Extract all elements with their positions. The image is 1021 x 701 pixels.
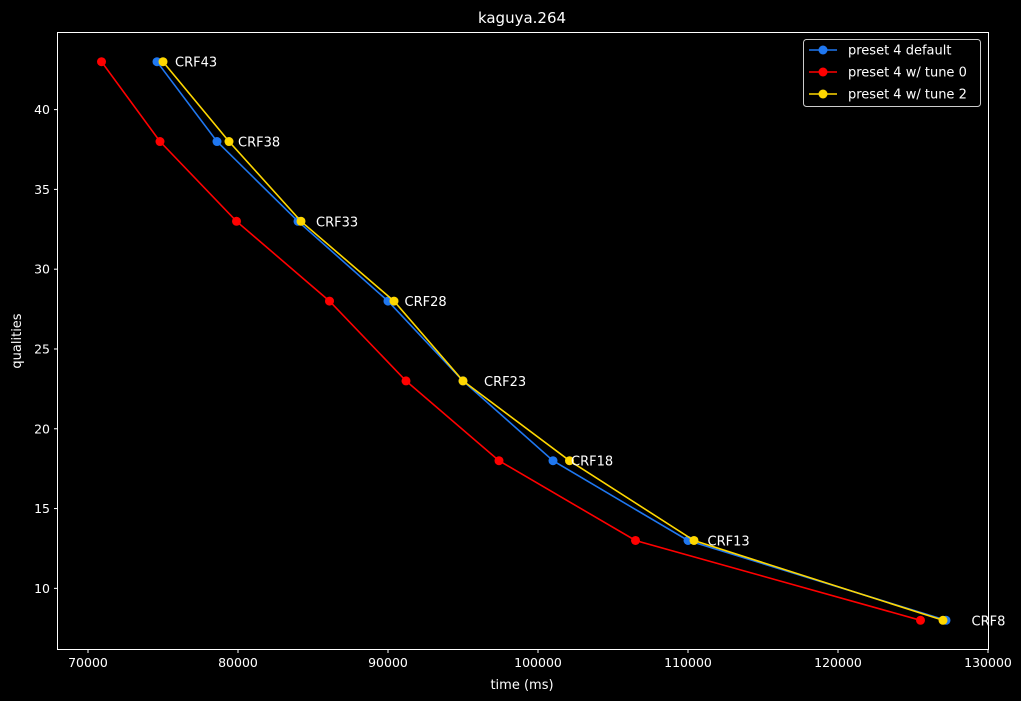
y-tick-label: 40 bbox=[34, 102, 50, 117]
crf-annotation: CRF8 bbox=[972, 614, 1006, 629]
x-tick-label: 110000 bbox=[664, 655, 712, 670]
data-point bbox=[938, 615, 948, 625]
series-1 bbox=[97, 57, 925, 625]
y-tick-label: 25 bbox=[34, 341, 50, 356]
annotation-layer: CRF43 CRF38 CRF33 CRF28 CRF23 CRF18 CRF13 CRF8 bbox=[175, 56, 1005, 630]
crf-annotation: CRF23 bbox=[484, 375, 526, 390]
data-point bbox=[97, 57, 106, 67]
plot-area-frame bbox=[57, 32, 989, 650]
legend-swatch-marker bbox=[818, 89, 828, 99]
y-tick-label: 20 bbox=[34, 421, 50, 436]
legend-swatch-marker bbox=[818, 67, 828, 77]
crf-annotation: CRF43 bbox=[175, 56, 217, 71]
series-layer bbox=[97, 57, 951, 625]
data-point bbox=[158, 57, 168, 67]
data-point bbox=[689, 535, 699, 545]
data-point bbox=[494, 456, 504, 466]
series-2 bbox=[158, 57, 948, 625]
legend: preset 4 default preset 4 w/ tune 0 preset… bbox=[803, 39, 981, 107]
crf-annotation: CRF28 bbox=[405, 295, 447, 310]
data-point bbox=[548, 456, 558, 466]
y-tick-label: 10 bbox=[34, 581, 50, 596]
chart-title: kaguya.264 bbox=[478, 9, 566, 27]
data-point bbox=[916, 615, 925, 625]
data-point bbox=[631, 535, 640, 545]
data-point bbox=[389, 296, 399, 306]
series-line bbox=[162, 61, 944, 622]
y-tick-label: 15 bbox=[34, 501, 50, 516]
data-point bbox=[232, 216, 241, 226]
x-axis-label: time (ms) bbox=[490, 678, 553, 693]
crf-annotation: CRF33 bbox=[316, 215, 358, 230]
x-tick-label: 120000 bbox=[814, 655, 862, 670]
y-tick-label: 30 bbox=[34, 262, 50, 277]
data-point bbox=[224, 137, 234, 147]
data-point bbox=[401, 376, 411, 386]
data-point bbox=[325, 296, 334, 306]
legend-swatch-marker bbox=[818, 45, 828, 55]
legend-box bbox=[803, 39, 981, 107]
data-point bbox=[155, 137, 165, 147]
x-tick-label: 130000 bbox=[964, 655, 1012, 670]
data-point bbox=[296, 216, 306, 226]
crf-annotation: CRF18 bbox=[571, 455, 613, 470]
axis-ticks: 70000 80000 90000 100000 110000 120000 130000 1… bbox=[34, 102, 1012, 670]
legend-label: preset 4 default bbox=[848, 44, 951, 59]
series-line bbox=[100, 61, 921, 622]
x-tick-label: 100000 bbox=[514, 655, 562, 670]
y-tick-label: 35 bbox=[34, 182, 50, 197]
series-line bbox=[156, 61, 947, 622]
crf-annotation: CRF38 bbox=[238, 136, 280, 151]
y-axis-label: qualities bbox=[10, 313, 25, 368]
data-point bbox=[212, 137, 222, 147]
data-point bbox=[458, 376, 468, 386]
x-tick-label: 80000 bbox=[218, 655, 258, 670]
legend-label: preset 4 w/ tune 2 bbox=[848, 88, 967, 103]
crf-annotation: CRF13 bbox=[708, 534, 750, 549]
x-tick-label: 70000 bbox=[68, 655, 108, 670]
data-point bbox=[565, 456, 574, 466]
legend-label: preset 4 w/ tune 0 bbox=[848, 66, 967, 81]
x-tick-label: 90000 bbox=[368, 655, 408, 670]
